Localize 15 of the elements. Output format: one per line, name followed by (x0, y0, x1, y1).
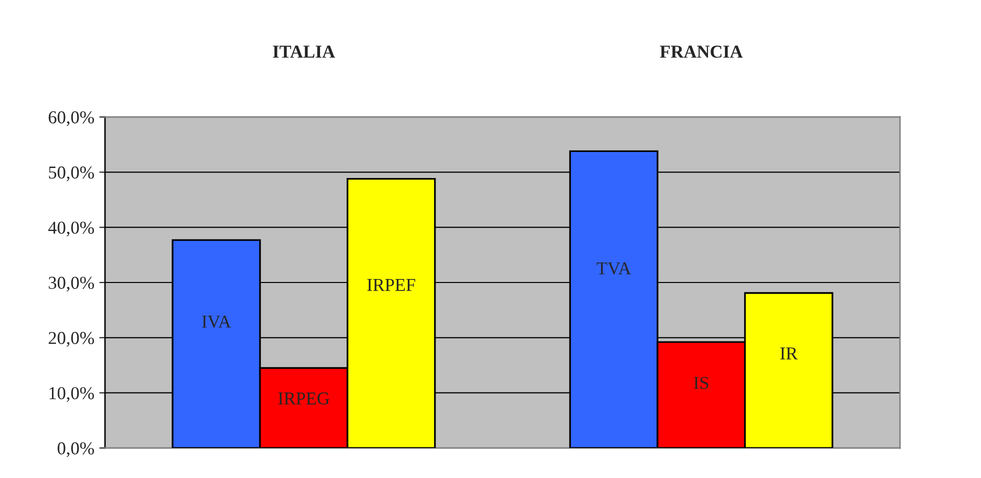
y-tick-label: 40,0% (48, 222, 94, 236)
y-tick-label: 50,0% (48, 166, 94, 182)
annotation: IR (780, 348, 798, 360)
x-tick-label: ITALIA (272, 46, 336, 58)
annotation: TVA (596, 262, 632, 275)
x-tick-label: FRANCIA (660, 46, 743, 58)
annotation: IVA (202, 316, 232, 328)
annotation: IRPEF (367, 278, 416, 291)
annotation: IS (694, 376, 708, 389)
y-tick-label: 60,0% (48, 111, 94, 126)
y-tick-label: 10,0% (50, 387, 94, 402)
y-tick-label: 20,0% (48, 332, 94, 347)
y-tick-label: 30,0% (48, 276, 94, 292)
annotation: IRPEG (278, 392, 330, 405)
y-tick-label: 0,0% (58, 442, 94, 458)
